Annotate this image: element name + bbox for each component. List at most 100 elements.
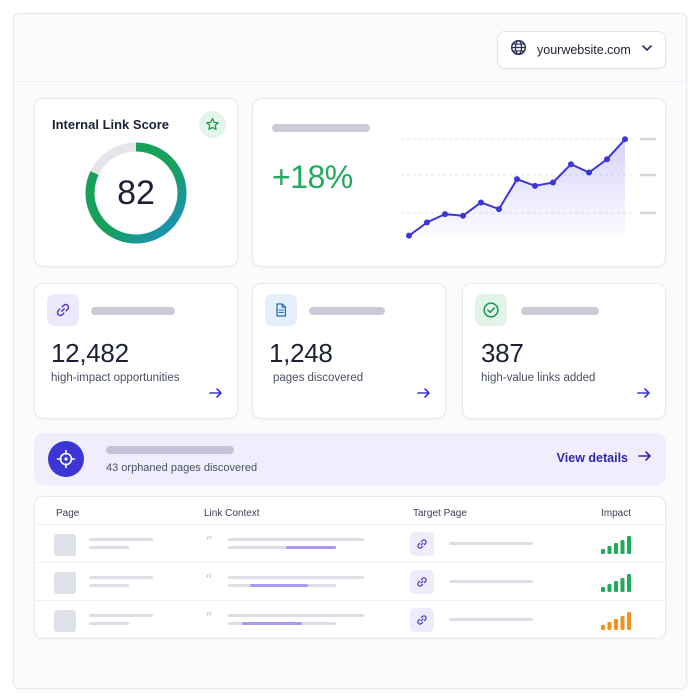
impact-bar [627, 536, 631, 554]
stat-title-placeholder [91, 307, 175, 315]
trend-point [622, 136, 628, 143]
anchor-text-highlight [242, 622, 302, 625]
arrow-right-icon [638, 450, 652, 465]
trend-point [532, 182, 538, 189]
table-row[interactable]: “ [35, 562, 665, 600]
context-line [228, 546, 336, 549]
page-thumbnail [54, 534, 76, 556]
view-details-button[interactable]: View details [557, 450, 652, 465]
impact-bar [614, 619, 618, 630]
stat-value: 387 [481, 338, 524, 368]
growth-value: +18% [272, 159, 353, 195]
column-header-page: Page [56, 508, 80, 519]
anchor-text-highlight [286, 546, 336, 549]
trend-point [442, 211, 448, 218]
view-details-label: View details [556, 450, 628, 465]
trend-point [604, 156, 610, 163]
context-line [228, 614, 364, 617]
trend-area [409, 139, 625, 239]
trend-point [460, 212, 466, 219]
score-gauge [85, 142, 187, 244]
score-value: 82 [117, 173, 155, 212]
stat-value: 12,482 [51, 338, 129, 368]
growth-title-placeholder [272, 124, 370, 132]
link-icon[interactable] [410, 532, 434, 556]
page-title-placeholder [89, 614, 153, 617]
quote-icon: “ [205, 571, 213, 589]
impact-bar [601, 625, 605, 630]
gauge-progress-arc [85, 142, 187, 244]
stat-label: pages discovered [273, 372, 364, 384]
page-thumbnail [54, 610, 76, 632]
quote-icon: “ [205, 533, 213, 551]
impact-bar [620, 578, 625, 592]
stat-card-opportunities[interactable]: 12,482 high-impact opportunities [34, 283, 238, 419]
impact-bar [607, 546, 612, 554]
stat-value: 1,248 [269, 338, 333, 368]
impact-bar [627, 612, 631, 630]
stat-title-placeholder [309, 307, 385, 315]
context-line [228, 538, 364, 541]
page-url-placeholder [89, 622, 129, 625]
impact-bar [607, 622, 612, 630]
stat-label: high-value links added [481, 372, 596, 384]
trend-point [550, 179, 556, 186]
page-url-placeholder [89, 546, 129, 549]
page-thumbnail [54, 572, 76, 594]
trend-point [568, 161, 574, 168]
impact-bar [614, 543, 618, 554]
target-page-placeholder [449, 542, 533, 545]
link-icon [47, 294, 79, 326]
stat-title-placeholder [521, 307, 599, 315]
trend-point [586, 169, 592, 176]
target-icon [48, 441, 84, 477]
orphaned-pages-banner: 43 orphaned pages discovered View detail… [34, 433, 666, 485]
page-title-placeholder [89, 538, 153, 541]
chevron-down-icon [641, 41, 653, 59]
impact-bar [620, 540, 625, 554]
dashboard-window: yourwebsite.com Internal Link Score 82 +… [13, 13, 687, 689]
link-icon[interactable] [410, 608, 434, 632]
column-header-impact: Impact [601, 508, 632, 519]
score-title: Internal Link Score [52, 117, 170, 132]
page-title-placeholder [89, 576, 153, 579]
site-selector[interactable]: yourwebsite.com [497, 31, 666, 69]
page-url-placeholder [89, 584, 129, 587]
internal-link-score-card: Internal Link Score 82 [34, 98, 238, 267]
impact-bar [627, 574, 631, 592]
impact-bar [601, 587, 605, 592]
globe-icon [510, 39, 527, 61]
trend-chart [401, 136, 656, 239]
table-row[interactable]: “ [35, 600, 665, 638]
impact-bars [601, 612, 631, 630]
arrow-right-icon[interactable] [209, 386, 223, 404]
impact-bar [614, 581, 618, 592]
arrow-right-icon[interactable] [637, 386, 651, 404]
banner-title-placeholder [106, 446, 234, 454]
top-bar: yourwebsite.com [14, 14, 686, 82]
context-line [228, 576, 364, 579]
stat-card-pages[interactable]: 1,248 pages discovered [252, 283, 446, 419]
link-icon[interactable] [410, 570, 434, 594]
orphaned-pages-text: 43 orphaned pages discovered [106, 462, 258, 474]
star-icon [199, 111, 226, 138]
trend-point [496, 206, 502, 213]
check-circle-icon [475, 294, 507, 326]
arrow-right-icon[interactable] [417, 386, 431, 404]
trend-point [514, 176, 520, 183]
growth-card: +18% [252, 98, 666, 267]
document-icon [265, 294, 297, 326]
impact-bar [607, 584, 612, 592]
column-header-target-page: Target Page [413, 508, 467, 519]
table-row[interactable]: “ [35, 524, 665, 562]
stat-label: high-impact opportunities [51, 372, 180, 384]
anchor-text-highlight [250, 584, 308, 587]
link-opportunities-table: Page Link Context Target Page Impact “ [34, 496, 666, 639]
impact-bars [601, 574, 631, 592]
impact-bars [601, 536, 631, 554]
stat-card-links-added[interactable]: 387 high-value links added [462, 283, 666, 419]
impact-bar [601, 549, 605, 554]
trend-point [478, 199, 484, 206]
quote-icon: “ [205, 609, 213, 627]
column-header-link-context: Link Context [204, 508, 260, 519]
